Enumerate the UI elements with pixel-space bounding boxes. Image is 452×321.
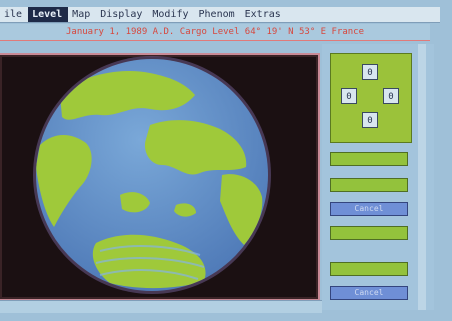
nav-down-button[interactable]: 0 [362,112,378,128]
wave-line-2 [95,257,205,268]
wave-line-3 [99,269,199,280]
menu-level[interactable]: Level [28,7,69,22]
bottom-strip [0,300,322,313]
landmass-east [220,174,263,245]
landmass-north [60,71,195,120]
menu-phenom[interactable]: Phenom [198,9,235,20]
level-bar-2[interactable] [330,178,408,192]
menu-modify[interactable]: Modify [152,9,189,20]
nav-left-button[interactable]: 0 [341,88,357,104]
landmass-west [36,134,92,227]
menu-map[interactable]: Map [72,9,91,20]
menu-extras[interactable]: Extras [244,9,281,20]
button-1[interactable]: Cancel [330,202,408,216]
landmass-europe [144,120,247,175]
nav-up-button[interactable]: 0 [362,64,378,80]
globe-ocean [36,59,268,291]
menu-bar: ile Level Map Display Modify Phenom Extr… [0,7,440,23]
level-bar-4[interactable] [330,262,408,276]
status-line: January 1, 1989 A.D. Cargo Level 64° 19'… [0,24,430,41]
globe-viewport[interactable] [0,53,320,301]
nav-right-button[interactable]: 0 [383,88,399,104]
wave-line-1 [99,245,201,256]
landmass-islet [174,203,196,217]
menu-display[interactable]: Display [100,9,143,20]
level-bar-1[interactable] [330,152,408,166]
menu-file[interactable]: ile [4,9,23,20]
globe-map [33,56,271,294]
landmass-island [120,192,150,213]
nav-pad: 0 0 0 0 [330,53,412,143]
level-bar-3[interactable] [330,226,408,240]
button-2[interactable]: Cancel [330,286,408,300]
panel-scrollbar[interactable] [418,44,426,310]
